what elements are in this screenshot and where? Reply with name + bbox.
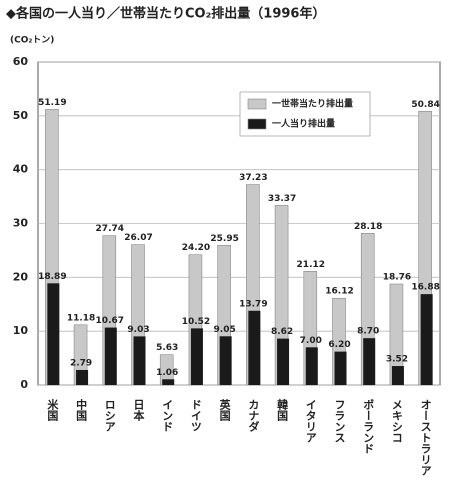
bar [334,351,347,385]
value-label: 3.52 [386,355,408,365]
value-label: 24.20 [182,243,210,253]
value-label: 25.95 [210,234,238,244]
value-label: 26.07 [124,233,152,243]
value-label: 7.00 [300,336,322,346]
value-label: 1.06 [156,368,178,378]
y-tick-label: 50 [13,109,29,122]
x-tick-label: 日本 [132,399,145,422]
y-tick-label: 10 [13,324,29,337]
bar [305,347,318,385]
y-tick-label: 40 [13,163,29,176]
value-label: 51.19 [38,98,66,108]
legend-swatch [247,98,267,110]
x-tick-label: カナダ [247,399,260,432]
x-tick-label: ドイツ [189,399,202,432]
bar [391,366,404,385]
y-axis-label: (CO₂トン) [10,35,54,46]
value-label: 28.18 [354,222,382,232]
value-label: 18.89 [38,272,66,282]
y-tick-label: 20 [13,270,29,283]
value-label: 16.12 [325,287,353,297]
bar [104,327,117,385]
value-label: 21.12 [297,260,325,270]
x-tick-label: 米国 [46,398,60,422]
legend-label: 一世帯当たり排出量 [272,98,353,110]
x-tick-label: フランス [333,399,346,443]
y-tick-label: 60 [13,55,29,68]
value-label: 50.84 [411,100,439,110]
value-label: 37.23 [239,173,267,183]
value-label: 33.37 [268,194,296,204]
value-label: 10.67 [96,316,124,326]
y-tick-label: 30 [13,217,29,230]
value-label: 18.76 [383,273,411,283]
x-tick-label: 英国 [218,398,232,422]
value-label: 8.70 [357,327,379,337]
value-label: 5.63 [156,343,178,353]
x-tick-label: ロシア [103,399,116,432]
bar [219,336,232,385]
bar [190,328,203,385]
x-tick-label: 韓国 [276,398,289,422]
value-label: 8.62 [271,327,293,337]
value-label: 6.20 [328,340,350,350]
value-label: 9.03 [127,325,149,335]
bar [76,369,89,385]
x-tick-label: 中国 [75,398,88,422]
bar [133,336,146,385]
x-tick-label: メキシコ [390,399,403,443]
value-label: 27.74 [96,224,124,234]
bar [162,379,175,385]
chart-title: ◆各国の一人当り／世帯当たりCO₂排出量（1996年） [6,6,325,22]
x-tick-label: インド [161,399,174,432]
value-label: 9.05 [214,325,236,335]
x-tick-label: イタリア [304,399,317,443]
bar [248,310,261,385]
x-tick-label: ポーランド [362,398,375,454]
legend-label: 一人当り排出量 [272,118,335,130]
bar [277,338,290,385]
value-label: 10.52 [182,317,210,327]
y-tick-label: 0 [20,378,28,391]
bar [420,294,433,385]
bar [47,283,60,385]
value-label: 2.79 [70,358,92,368]
x-tick-label: オーストラリア [419,399,432,476]
value-label: 11.18 [67,313,95,323]
legend-swatch [247,118,267,130]
bar [363,338,376,385]
value-label: 16.88 [411,283,439,293]
value-label: 13.79 [239,299,267,309]
